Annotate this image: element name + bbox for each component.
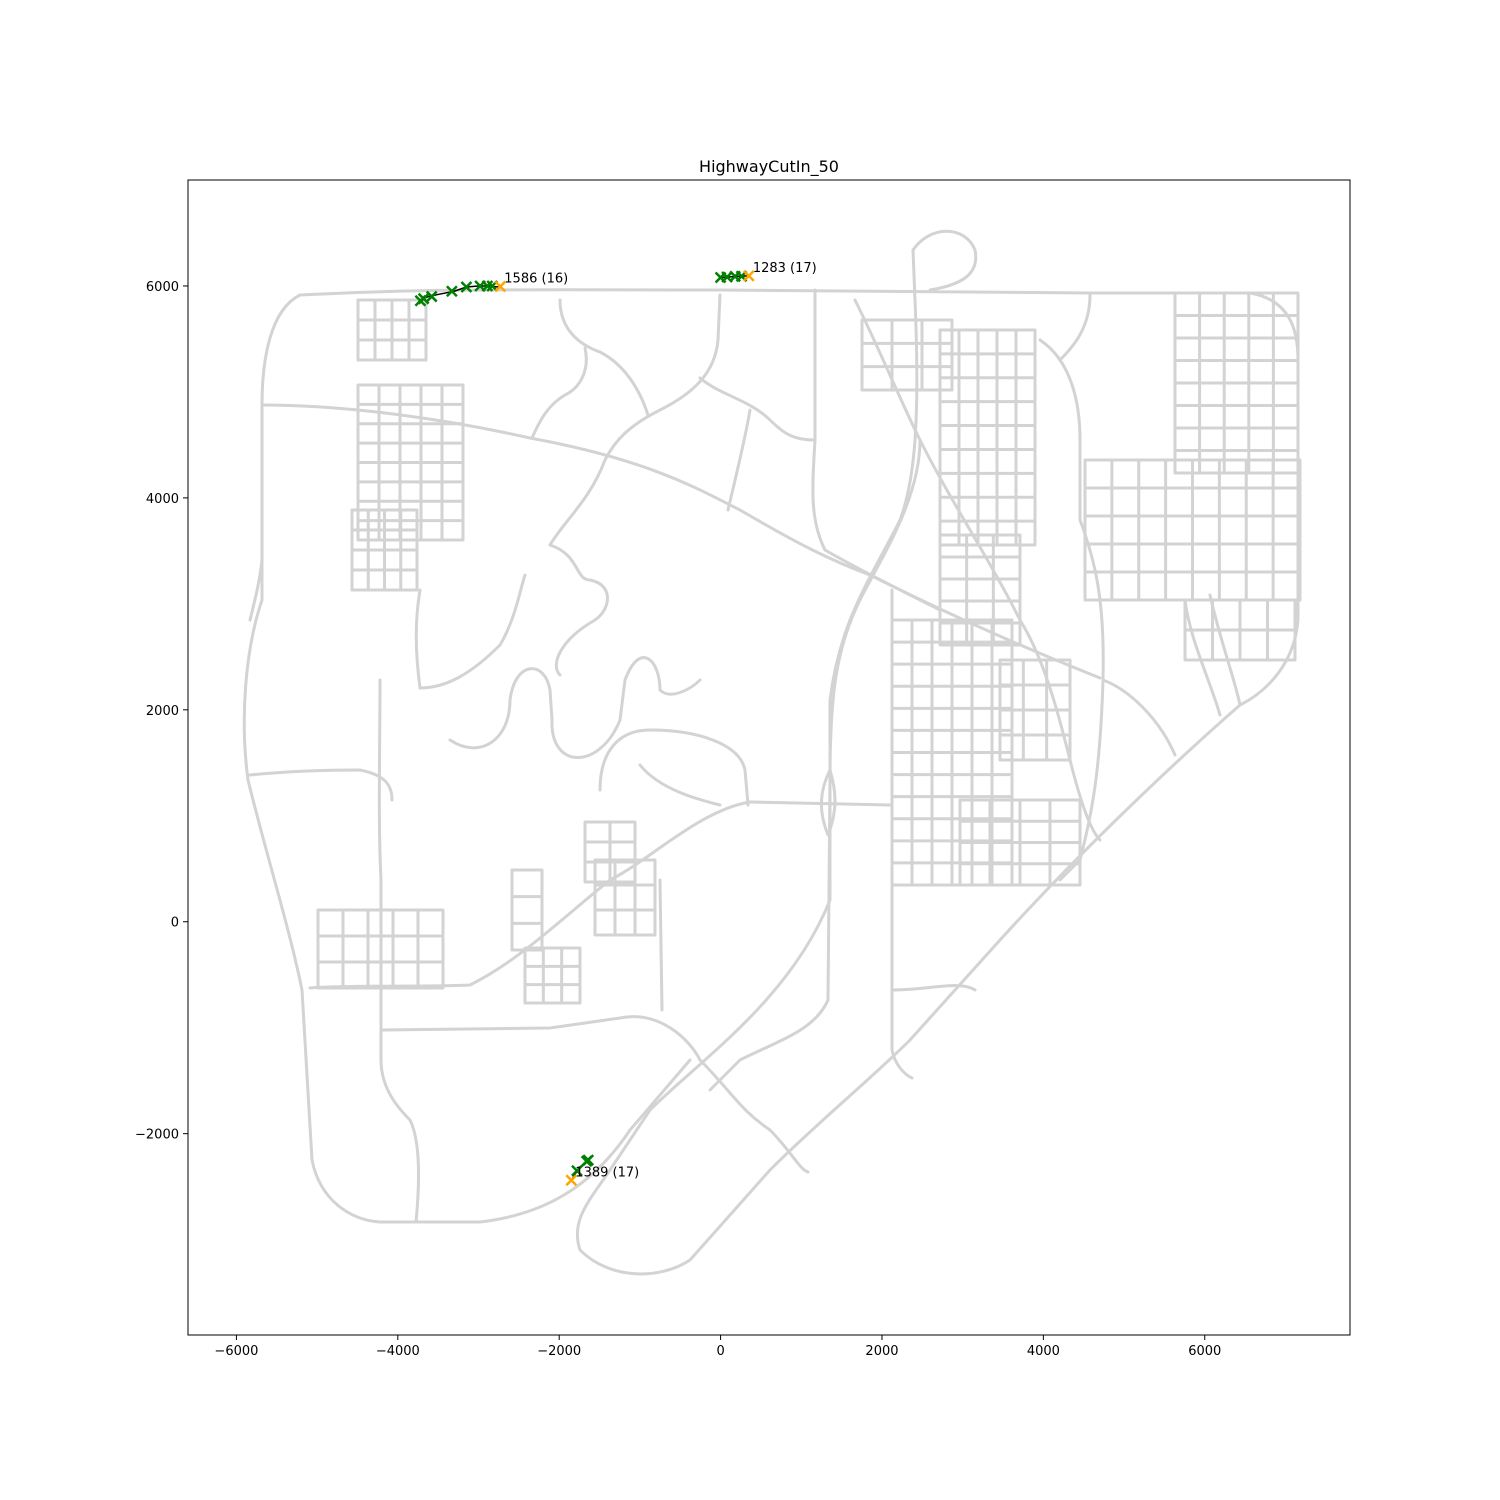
x-tick-label: 2000 (865, 1344, 898, 1359)
green-x-marker (460, 281, 473, 293)
x-axis: −6000 −4000 −2000 0 2000 4000 6000 (214, 1335, 1221, 1359)
x-tick-label: −6000 (214, 1344, 258, 1359)
green-x-marker (582, 1154, 595, 1167)
trajectory-label: 1586 (16) (504, 271, 568, 286)
green-x-marker (417, 292, 430, 305)
x-tick-label: 0 (716, 1344, 724, 1359)
trajectory-label: 1283 (17) (753, 261, 817, 276)
road-network (242, 229, 1300, 1276)
chart-title: HighwayCutIn_50 (699, 157, 839, 177)
city-block-outline (938, 533, 1022, 647)
city-block-outline (510, 868, 544, 952)
x-tick-label: 4000 (1027, 1344, 1060, 1359)
plot-frame (187, 179, 1351, 1336)
y-tick-label: −2000 (135, 1128, 179, 1143)
green-x-marker (425, 290, 438, 303)
orange-x-marker (742, 270, 755, 282)
city-grid-blocks (316, 291, 1302, 1005)
city-block-outline (938, 328, 1037, 547)
x-tick-label: −2000 (537, 1344, 581, 1359)
y-axis: −2000 0 2000 4000 6000 (135, 280, 188, 1143)
y-tick-label: 6000 (146, 280, 179, 295)
green-x-marker (481, 280, 494, 292)
y-tick-label: 2000 (146, 704, 179, 719)
city-block-outline (523, 946, 582, 1005)
city-block-outline (316, 908, 445, 990)
green-x-marker (571, 1164, 583, 1177)
orange-x-marker (565, 1174, 578, 1187)
green-x-marker (445, 285, 458, 298)
city-block-outline (593, 858, 657, 937)
x-tick-label: 6000 (1188, 1344, 1221, 1359)
y-tick-label: 4000 (146, 492, 179, 507)
x-tick-label: −4000 (376, 1344, 420, 1359)
y-tick-label: 0 (171, 916, 179, 931)
trajectory-label: 1389 (17) (575, 1165, 639, 1180)
trajectories: 1586 (16) 1283 (17) 1389 (17) (414, 261, 817, 1187)
orange-x-marker (494, 280, 507, 293)
